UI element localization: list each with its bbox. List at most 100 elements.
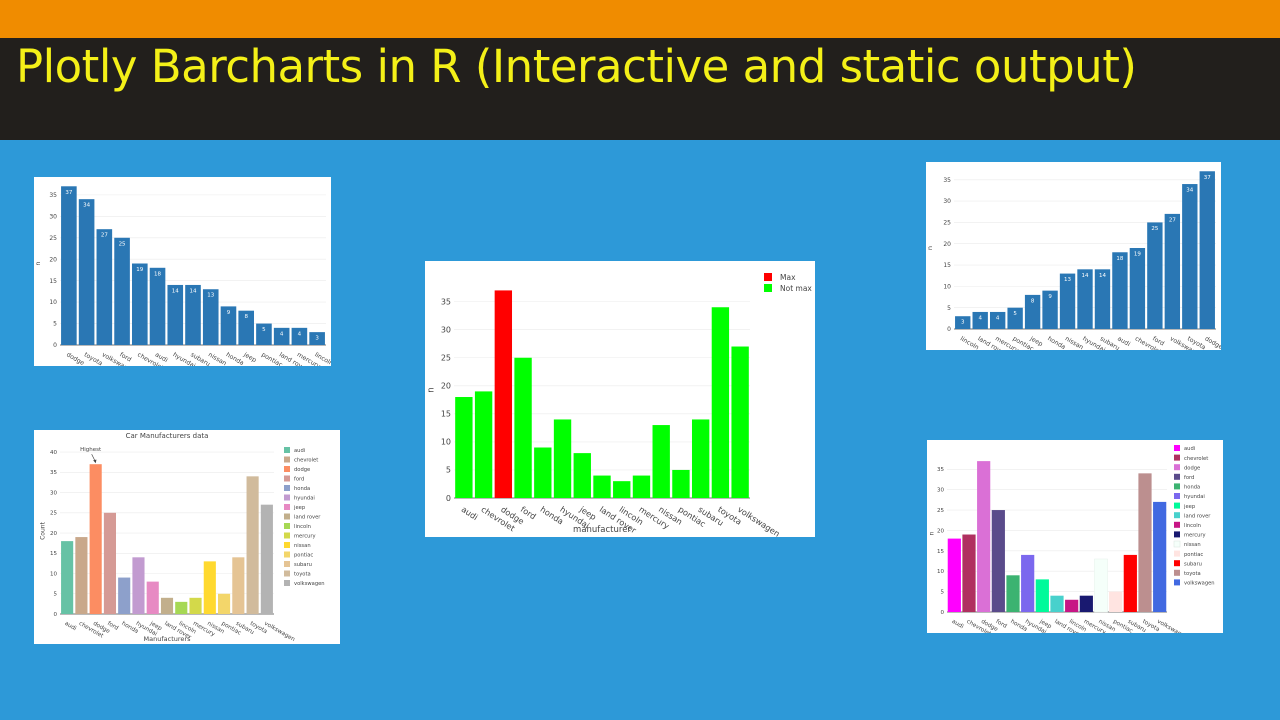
legend-label-audi: audi [1184, 446, 1195, 452]
legend-label-subaru: subaru [294, 562, 312, 568]
chart-panel-colored-bars[interactable]: 0 5 10 15 20 25 30 35 audi chevrolet dodge ford hond… [927, 440, 1223, 633]
bar-audi [947, 538, 961, 612]
data-label-honda: 9 [1048, 294, 1052, 300]
bar-subaru [232, 557, 245, 614]
legend-swatch-subaru [1174, 560, 1180, 567]
y-tick-label: 15 [937, 549, 944, 555]
bar-lincoln [309, 332, 325, 345]
data-label-chevrolet: 19 [136, 267, 143, 273]
x-tick-label-dodge: dodge [1203, 335, 1221, 350]
bar-toyota [1182, 184, 1198, 329]
bar-subaru [185, 284, 201, 345]
y-axis-title: n [427, 387, 437, 392]
data-label-nissan: 13 [1064, 277, 1071, 283]
bar-nissan [203, 561, 216, 614]
bar-chevrolet [962, 534, 976, 612]
bar-audi [149, 267, 166, 345]
legend-label-honda: honda [1184, 485, 1200, 491]
bar-honda [534, 447, 552, 498]
title-banner [0, 38, 1280, 140]
legend-swatch-lincoln [1174, 521, 1180, 528]
legend-swatch-land-rover [284, 513, 290, 520]
data-label-jeep: 8 [244, 314, 248, 320]
data-label-land-rover: 4 [978, 315, 982, 321]
y-tick-label: 35 [943, 177, 951, 184]
data-label-nissan: 13 [207, 293, 214, 299]
y-tick-label: 15 [943, 262, 951, 269]
bar-audi [455, 397, 473, 498]
y-tick-label: 30 [50, 490, 57, 496]
data-label-hyundai: 14 [1082, 273, 1089, 279]
bar-chevrolet [1129, 248, 1146, 329]
data-label-lincoln: 3 [315, 336, 319, 342]
bar-ford [991, 510, 1005, 612]
legend-label-jeep: jeep [293, 505, 306, 511]
chart-panel-sorted-descending[interactable]: 0 5 10 15 20 25 30 35 37 dodge 34 toyota 27 volkswage… [34, 177, 331, 366]
legend-label-honda: honda [294, 486, 310, 492]
bar-jeep [1024, 294, 1041, 329]
bar-nissan [202, 289, 219, 345]
bar-honda [1042, 290, 1058, 329]
bar-jeep [573, 453, 591, 498]
bar-mercury [189, 597, 202, 614]
legend-label-jeep: jeep [1183, 504, 1196, 510]
y-tick-label: 0 [941, 610, 945, 616]
y-tick-label: 20 [441, 382, 451, 391]
x-tick-label-honda: honda [225, 351, 245, 366]
legend-label-ford: ford [1184, 475, 1194, 481]
x-tick-label-volkswagen: volkswagen [1156, 619, 1189, 633]
legend-swatch-lincoln [284, 523, 290, 529]
legend-swatch-dodge [284, 466, 290, 472]
y-tick-label: 5 [446, 466, 451, 475]
bar-volkswagen [1153, 501, 1167, 612]
y-tick-label: 15 [49, 278, 57, 285]
x-tick-label-audi: audi [63, 621, 77, 633]
legend-label-toyota: toyota [1184, 571, 1201, 577]
bar-toyota [78, 199, 95, 345]
bar-dodge [89, 464, 102, 614]
y-tick-label: 20 [49, 256, 57, 263]
legend-label-nissan: nissan [294, 543, 311, 549]
legend-label-toyota: toyota [294, 572, 311, 578]
bar-lincoln [613, 481, 631, 498]
y-tick-label: 20 [943, 241, 951, 248]
chart-panel-car-manufacturers[interactable]: 0 5 10 15 20 25 30 35 40 audi chevrolet dodge ford ho… [34, 430, 340, 644]
legend-label-hyundai: hyundai [1184, 494, 1205, 500]
data-label-hyundai: 14 [172, 288, 179, 294]
bar-hyundai [132, 557, 145, 614]
bar-pontiac [672, 469, 690, 498]
y-tick-label: 35 [50, 470, 57, 476]
legend-label-land-rover: land rover [1184, 513, 1211, 519]
y-tick-label: 25 [50, 511, 57, 517]
legend-swatch-honda [284, 485, 290, 491]
bar-chevrolet [131, 263, 148, 345]
legend-swatch-audi [1174, 445, 1180, 451]
legend-swatch-not-max [764, 284, 772, 292]
bar-lincoln [955, 316, 971, 329]
y-tick-label: 30 [441, 325, 451, 334]
x-tick-label-ford: ford [106, 621, 119, 632]
data-label-subaru: 14 [190, 288, 197, 294]
bar-subaru [691, 419, 710, 498]
legend-swatch-volkswagen [1174, 579, 1180, 586]
bar-honda [1006, 575, 1020, 612]
legend-label-volkswagen: volkswagen [294, 581, 325, 587]
chart-panel-sorted-ascending[interactable]: 0 5 10 15 20 25 30 35 3 lincoln 4 land rover 4 mercur… [926, 162, 1221, 350]
x-tick-label-volkswagen: volkswagen [736, 504, 782, 537]
bar-pontiac [1109, 591, 1123, 612]
y-tick-label: 10 [50, 571, 57, 577]
legend-swatch-hyundai [284, 494, 290, 501]
y-tick-label: 10 [943, 283, 951, 290]
y-tick-label: 0 [446, 494, 451, 503]
chart-panel-max-highlight[interactable]: 0 5 10 15 20 25 30 35 audi chevrolet dodge ford hond… [425, 261, 815, 537]
bar-chevrolet [75, 537, 88, 614]
bar-pontiac [218, 593, 231, 614]
data-label-jeep: 8 [1031, 298, 1035, 304]
y-tick-label: 15 [441, 410, 451, 419]
x-tick-label-volkswagen: volkswagen [263, 621, 296, 643]
legend-swatch-jeep [1174, 502, 1180, 509]
